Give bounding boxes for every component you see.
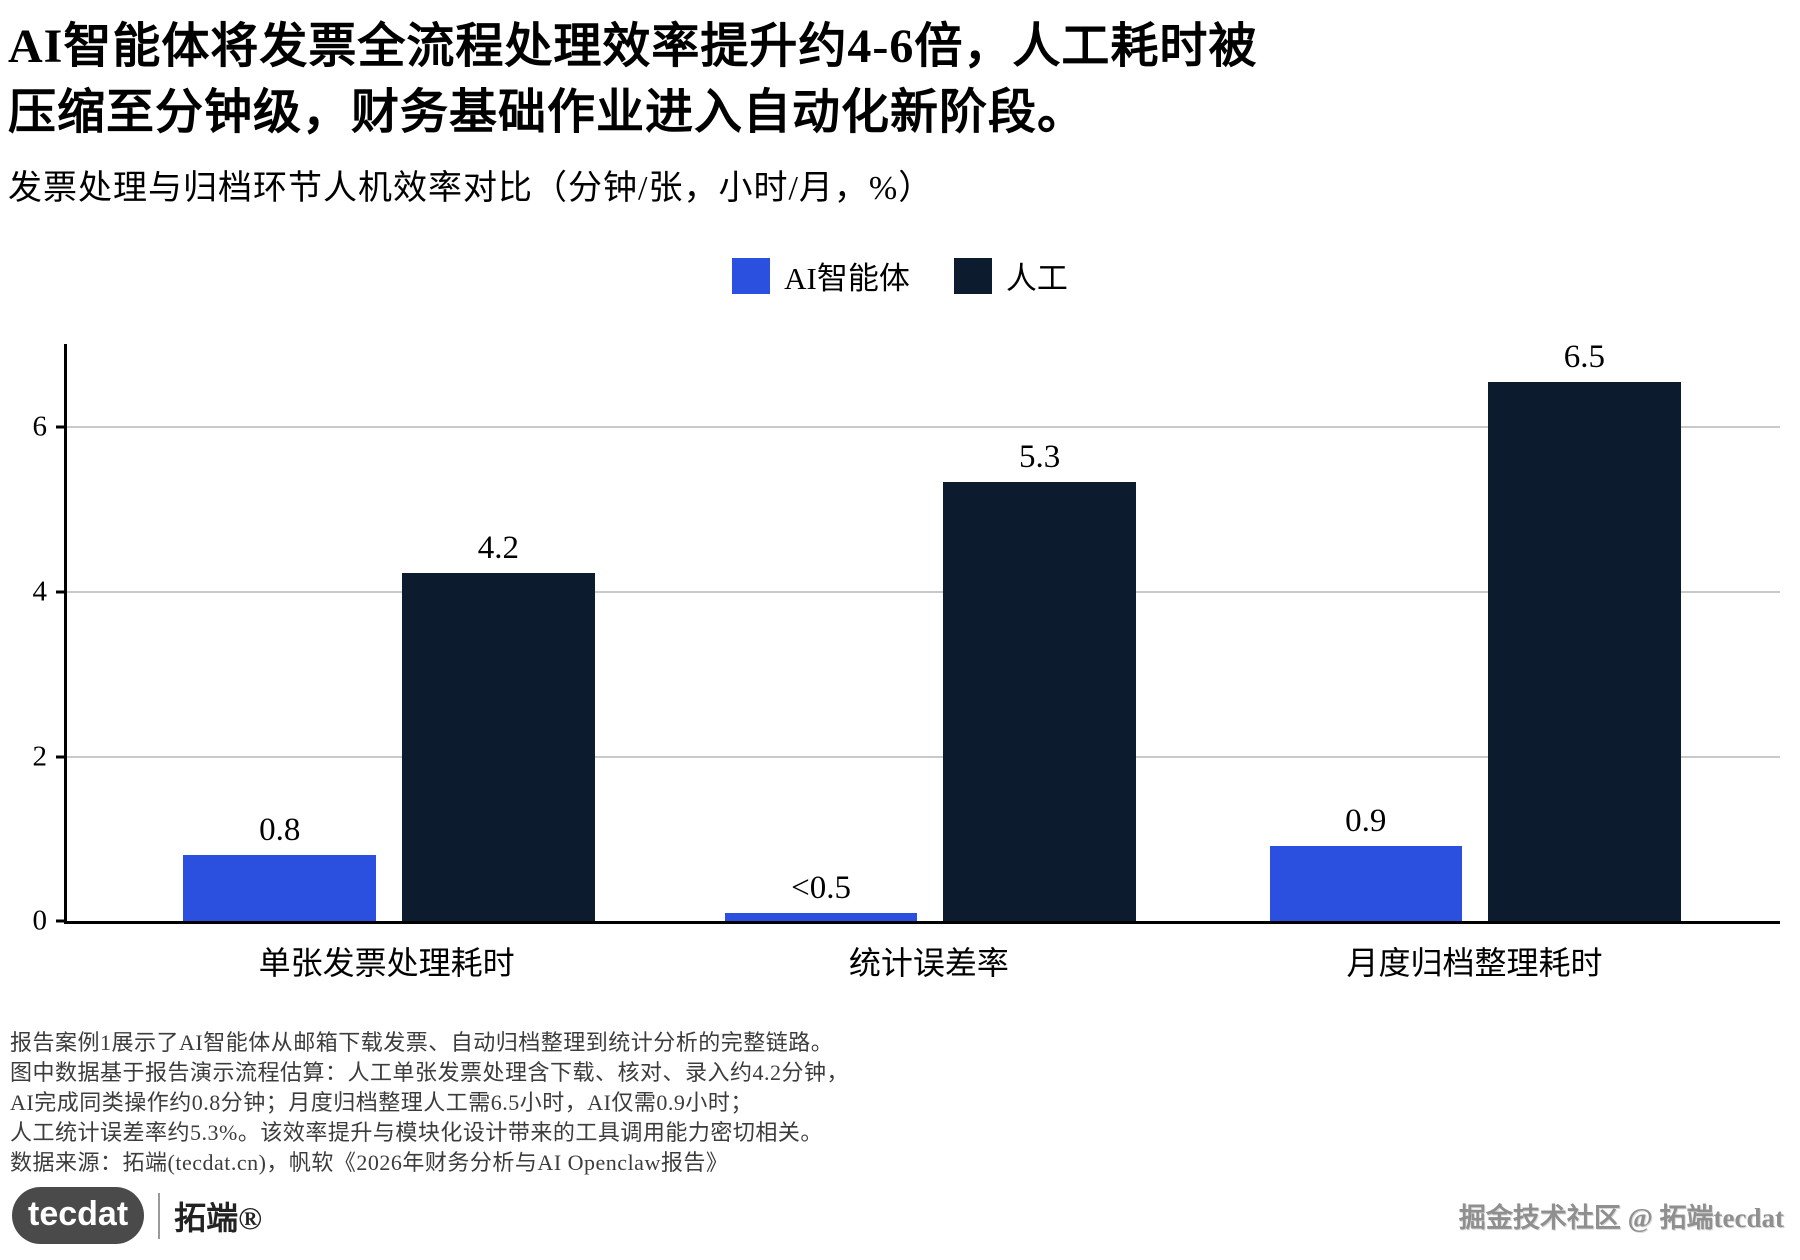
y-tick-label: 0 <box>32 904 48 937</box>
bar-human <box>402 573 595 922</box>
bar-value-label: 6.5 <box>1563 339 1605 376</box>
tecdat-logo-badge: tecdat <box>12 1187 145 1244</box>
legend-swatch <box>953 257 992 294</box>
chart-header: AI智能体将发票全流程处理效率提升约4-6倍，人工耗时被 压缩至分钟级，财务基础… <box>0 0 1800 209</box>
bar-value-label: 0.9 <box>1345 803 1387 840</box>
footnotes: 报告案例1展示了AI智能体从邮箱下载发票、自动归档整理到统计分析的完整链路。 图中… <box>10 1028 1800 1178</box>
x-category-label: 统计误差率 <box>848 945 1009 982</box>
bar-group: 0.9 6.5 <box>1269 339 1681 922</box>
gridline <box>67 755 1780 758</box>
chart-subtitle: 发票处理与归档环节人机效率对比（分钟/张，小时/月，%） <box>8 170 934 208</box>
footnote-line: 图中数据基于报告演示流程估算：人工单张发票处理含下载、核对、录入约4.2分钟， <box>10 1060 850 1086</box>
bar-human <box>943 482 1136 922</box>
y-tick-label: 2 <box>32 740 48 773</box>
bar-value-label: 4.2 <box>477 530 519 567</box>
x-axis-labels: 单张发票处理耗时 统计误差率 月度归档整理耗时 <box>64 938 1780 982</box>
bar-ai <box>183 855 377 922</box>
legend-label: 人工 <box>1005 261 1068 297</box>
footnote-line: 数据来源：拓端(tecdat.cn)，帆软《2026年财务分析与AI Openc… <box>10 1150 729 1176</box>
chart-title-line1: AI智能体将发票全流程处理效率提升约4-6倍，人工耗时被 <box>8 20 1258 73</box>
footnote-line: 报告案例1展示了AI智能体从邮箱下载发票、自动归档整理到统计分析的完整链路。 <box>10 1030 834 1056</box>
y-tick-label: 4 <box>32 575 48 608</box>
chart-title-line2: 压缩至分钟级，财务基础作业进入自动化新阶段。 <box>8 86 1087 140</box>
community-watermark: 掘金技术社区 @ 拓端tecdat <box>1458 1203 1784 1233</box>
logo-divider <box>158 1192 161 1239</box>
x-category-label: 月度归档整理耗时 <box>1346 945 1603 982</box>
bar-value-label: 5.3 <box>1019 439 1061 476</box>
bar-ai <box>1269 846 1463 922</box>
y-tick-mark <box>56 919 67 923</box>
bar-column: 6.5 <box>1488 339 1681 922</box>
y-tick-mark <box>56 590 67 594</box>
bar-column: 5.3 <box>943 439 1136 922</box>
chart-title: AI智能体将发票全流程处理效率提升约4-6倍，人工耗时被 压缩至分钟级，财务基础… <box>8 14 1790 146</box>
bar-group: 0.8 4.2 <box>183 530 595 922</box>
bar-value-label: 0.8 <box>259 812 301 849</box>
bar-chart: 0 2 4 6 0.8 4.2 <0.5 5.3 0.9 6.5 单张发票处理耗时 统计误差率 月度归… <box>33 339 1780 982</box>
page-footer: tecdat 拓端® 掘金技术社区 @ 拓端tecdat <box>12 1187 1784 1244</box>
gridline <box>67 590 1780 593</box>
legend-item: AI智能体 <box>732 253 910 298</box>
gridline <box>67 425 1780 428</box>
y-tick-mark <box>56 755 67 759</box>
bar-column: 4.2 <box>402 530 595 922</box>
legend-item: 人工 <box>953 253 1068 298</box>
footnote-line: AI完成同类操作约0.8分钟；月度归档整理人工需6.5小时，AI仅需0.9小时； <box>10 1090 753 1116</box>
bar-column: <0.5 <box>724 870 918 922</box>
tecdat-brand-label: 拓端® <box>174 1199 263 1236</box>
y-tick-mark <box>56 425 67 429</box>
y-tick-label: 6 <box>32 410 48 443</box>
plot-area: 0 2 4 6 0.8 4.2 <0.5 5.3 0.9 6.5 <box>33 339 1780 937</box>
legend-swatch <box>732 257 771 294</box>
footnote-line: 人工统计误差率约5.3%。该效率提升与模块化设计带来的工具调用能力密切相关。 <box>10 1120 823 1146</box>
tecdat-logo: tecdat 拓端® <box>12 1187 262 1244</box>
bar-human <box>1488 382 1681 922</box>
bar-column: 0.9 <box>1269 803 1463 922</box>
x-category-label: 单张发票处理耗时 <box>258 945 515 982</box>
bar-group: <0.5 5.3 <box>724 439 1136 922</box>
legend-label: AI智能体 <box>784 261 910 297</box>
chart-legend: AI智能体 人工 <box>0 253 1800 298</box>
bar-column: 0.8 <box>183 812 377 922</box>
bar-ai <box>724 913 918 922</box>
bar-value-label: <0.5 <box>791 870 851 907</box>
